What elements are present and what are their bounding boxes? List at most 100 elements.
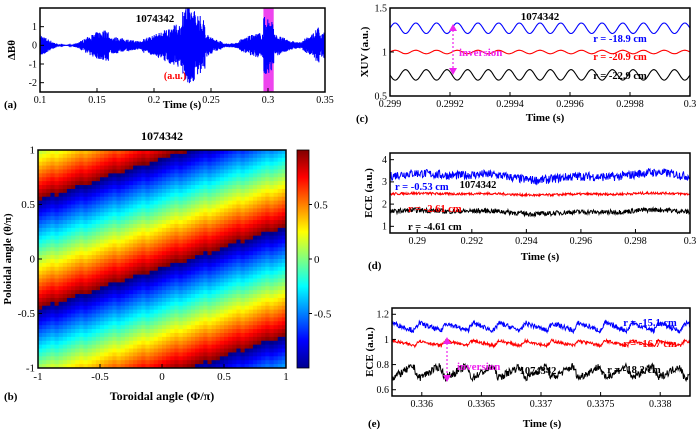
heatmap-cell [104, 200, 109, 206]
heatmap-cell [215, 169, 221, 174]
panel-d-xtick-4: 0.298 [624, 236, 647, 247]
heatmap-cell [75, 192, 80, 198]
heatmap-cell [108, 348, 113, 354]
heatmap-cell [170, 204, 175, 209]
heatmap-cell [265, 196, 271, 202]
heatmap-cell [269, 204, 275, 209]
heatmap-cell [112, 340, 118, 346]
heatmap-cell [100, 340, 105, 346]
heatmap-cell [232, 286, 237, 291]
heatmap-cell [174, 364, 180, 368]
heatmap-cell [153, 297, 159, 303]
heatmap-cell [38, 332, 43, 338]
heatmap-cell [87, 220, 93, 225]
heatmap-cell [42, 282, 47, 287]
heatmap-cell [273, 216, 279, 221]
heatmap-cell [224, 212, 229, 217]
heatmap-cell [46, 161, 51, 167]
heatmap-cell [149, 200, 155, 206]
heatmap-cell [133, 235, 138, 241]
heatmap-cell [91, 227, 97, 233]
heatmap-cell [170, 309, 175, 315]
heatmap-cell [100, 290, 105, 295]
heatmap-cell [162, 266, 167, 272]
heatmap-cell [120, 204, 126, 209]
heatmap-cell [141, 332, 147, 338]
heatmap-cell [108, 290, 113, 295]
heatmap-cell [83, 348, 89, 354]
heatmap-cell [252, 262, 258, 268]
heatmap-cell [50, 231, 56, 237]
heatmap-cell [95, 352, 101, 357]
heatmap-cell [149, 259, 155, 264]
heatmap-cell [128, 321, 134, 326]
heatmap-cell [141, 356, 147, 361]
heatmap-cell [211, 173, 217, 178]
heatmap-cell [50, 259, 56, 264]
heatmap-cell [91, 313, 97, 318]
heatmap-cell [236, 364, 242, 368]
heatmap-cell [178, 181, 184, 186]
heatmap-cell [186, 282, 192, 287]
heatmap-cell [190, 329, 196, 334]
heatmap-cell [95, 325, 101, 330]
panel-a-ylabel: ΔBθ [6, 40, 18, 60]
heatmap-cell [46, 216, 51, 221]
heatmap-cell [79, 185, 85, 190]
heatmap-cell [281, 274, 286, 280]
heatmap-cell [116, 251, 122, 256]
heatmap-cell [38, 212, 43, 217]
heatmap-cell [104, 294, 109, 299]
heatmap-cell [153, 173, 159, 178]
heatmap-cell [71, 360, 76, 365]
heatmap-cell [257, 216, 262, 221]
heatmap-cell [186, 157, 192, 163]
heatmap-cell [42, 153, 47, 159]
heatmap-cell [38, 305, 43, 311]
heatmap-cell [273, 266, 279, 272]
heatmap-cell [128, 356, 134, 361]
heatmap-cell [145, 200, 151, 206]
heatmap-cell [87, 239, 93, 245]
heatmap-cell [261, 348, 266, 354]
heatmap-cell [211, 352, 217, 357]
heatmap-cell [162, 192, 167, 198]
heatmap-cell [257, 294, 262, 299]
heatmap-cell [277, 220, 283, 225]
heatmap-cell [170, 157, 175, 163]
heatmap-cell [79, 309, 85, 315]
panel-e-ytick-0: 1.2 [377, 310, 390, 321]
heatmap-cell [236, 305, 242, 311]
heatmap-cell [95, 173, 101, 178]
panel-d-xtick-3: 0.296 [570, 236, 593, 247]
heatmap-cell [62, 165, 68, 171]
heatmap-cell [269, 231, 275, 237]
heatmap-cell [232, 274, 237, 280]
heatmap-cell [91, 255, 97, 260]
heatmap-cell [133, 196, 138, 202]
heatmap-cell [149, 216, 155, 221]
heatmap-cell [83, 278, 89, 283]
heatmap-cell [58, 332, 64, 338]
heatmap-cell [137, 255, 142, 260]
heatmap-cell [207, 173, 213, 178]
heatmap-cell [108, 192, 113, 198]
heatmap-cell [91, 329, 97, 334]
heatmap-cell [46, 344, 51, 350]
heatmap-cell [248, 153, 254, 159]
heatmap-cell [145, 220, 151, 225]
heatmap-cell [120, 278, 126, 283]
heatmap-cell [244, 282, 250, 287]
heatmap-cell [71, 352, 76, 357]
heatmap-cell [252, 297, 258, 303]
heatmap-cell [195, 185, 200, 190]
heatmap-cell [248, 196, 254, 202]
heatmap-cell [79, 173, 85, 178]
heatmap-cell [215, 185, 221, 190]
heatmap-cell [66, 239, 72, 245]
heatmap-cell [257, 255, 262, 260]
heatmap-cell [112, 309, 118, 315]
heatmap-cell [116, 192, 122, 198]
heatmap-cell [273, 321, 279, 326]
heatmap-cell [137, 185, 142, 190]
